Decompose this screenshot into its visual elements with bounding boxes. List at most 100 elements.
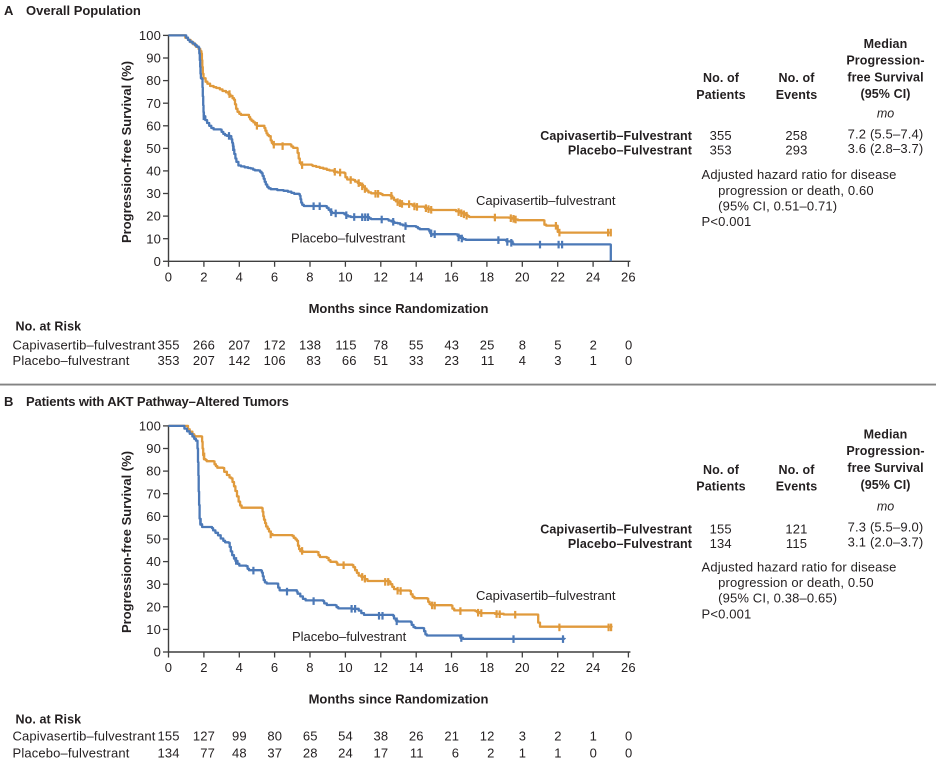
svg-text:P<0.001: P<0.001 [702,214,752,229]
svg-text:0: 0 [154,645,161,660]
svg-text:Progression-free Survival (%): Progression-free Survival (%) [119,451,134,633]
svg-text:0: 0 [625,353,632,368]
svg-text:1: 1 [590,353,597,368]
svg-text:23: 23 [444,353,459,368]
svg-text:No. of: No. of [703,71,740,85]
svg-text:134: 134 [710,536,732,551]
svg-text:18: 18 [480,270,495,285]
svg-text:37: 37 [267,746,282,761]
svg-text:8: 8 [519,337,526,352]
svg-text:24: 24 [586,660,601,675]
svg-text:3: 3 [554,353,561,368]
svg-text:54: 54 [338,728,353,743]
svg-text:30: 30 [146,577,161,592]
svg-text:80: 80 [267,728,282,743]
svg-text:12: 12 [373,660,388,675]
svg-text:121: 121 [785,521,807,536]
svg-text:6: 6 [271,270,278,285]
svg-text:3.1 (2.0–3.7): 3.1 (2.0–3.7) [848,534,924,549]
svg-text:8: 8 [306,270,313,285]
svg-text:Overall Population: Overall Population [26,3,141,18]
svg-text:11: 11 [410,746,424,761]
svg-text:40: 40 [146,554,161,569]
svg-text:38: 38 [374,728,389,743]
svg-text:7.3 (5.5–9.0): 7.3 (5.5–9.0) [848,520,924,535]
svg-text:0: 0 [165,270,172,285]
svg-text:B: B [4,394,13,409]
svg-text:50: 50 [146,532,161,547]
svg-text:4: 4 [236,660,243,675]
svg-text:258: 258 [785,128,807,143]
svg-text:free Survival: free Survival [847,461,923,475]
svg-text:No. at Risk: No. at Risk [16,320,82,334]
svg-text:0: 0 [625,746,632,761]
svg-text:134: 134 [158,746,180,761]
svg-text:2: 2 [200,660,207,675]
svg-text:66: 66 [342,353,357,368]
svg-text:Capivasertib–fulvestrant: Capivasertib–fulvestrant [476,193,616,208]
svg-text:(95% CI, 0.51–0.71): (95% CI, 0.51–0.71) [718,198,837,213]
svg-text:2: 2 [200,270,207,285]
svg-text:26: 26 [621,660,636,675]
svg-text:115: 115 [335,337,356,352]
svg-text:90: 90 [146,51,161,66]
svg-text:207: 207 [193,353,215,368]
svg-text:Median: Median [864,37,908,51]
svg-text:65: 65 [303,728,318,743]
svg-text:0: 0 [590,746,597,761]
svg-text:16: 16 [444,270,459,285]
svg-text:26: 26 [621,270,636,285]
svg-text:4: 4 [519,353,526,368]
svg-text:138: 138 [299,337,321,352]
svg-text:26: 26 [409,728,424,743]
svg-text:Placebo–Fulvestrant: Placebo–Fulvestrant [568,144,693,158]
svg-text:21: 21 [444,728,459,743]
svg-text:Capivasertib–fulvestrant: Capivasertib–fulvestrant [13,728,156,743]
svg-text:Progression-: Progression- [846,54,924,68]
svg-text:Events: Events [776,480,818,494]
svg-text:5: 5 [554,337,561,352]
svg-text:80: 80 [146,464,161,479]
svg-text:0: 0 [625,728,632,743]
svg-text:83: 83 [306,353,321,368]
svg-text:33: 33 [409,353,424,368]
svg-text:progression or death, 0.50: progression or death, 0.50 [718,575,874,590]
svg-text:293: 293 [785,143,807,158]
svg-text:60: 60 [146,509,161,524]
svg-text:0: 0 [625,337,632,352]
svg-text:20: 20 [146,209,161,224]
svg-text:Months since Randomization: Months since Randomization [309,301,489,316]
svg-text:207: 207 [228,337,250,352]
svg-text:24: 24 [338,746,353,761]
svg-text:28: 28 [303,746,318,761]
svg-text:6: 6 [271,660,278,675]
svg-text:3.6 (2.8–3.7): 3.6 (2.8–3.7) [848,141,924,156]
svg-text:50: 50 [146,141,161,156]
svg-text:40: 40 [146,164,161,179]
svg-text:8: 8 [306,660,313,675]
svg-text:17: 17 [374,746,389,761]
svg-text:10: 10 [146,231,161,246]
svg-text:2: 2 [487,746,494,761]
svg-text:22: 22 [550,660,565,675]
svg-text:14: 14 [409,270,424,285]
svg-text:43: 43 [444,337,459,352]
svg-text:A: A [4,3,14,18]
svg-text:100: 100 [139,419,161,434]
svg-text:353: 353 [158,353,180,368]
svg-text:1: 1 [590,728,597,743]
svg-text:10: 10 [338,270,353,285]
svg-text:0: 0 [165,660,172,675]
svg-text:(95% CI): (95% CI) [860,478,910,492]
svg-text:Capivasertib–Fulvestrant: Capivasertib–Fulvestrant [540,129,692,143]
svg-text:Events: Events [776,88,818,102]
svg-text:142: 142 [228,353,250,368]
svg-text:mo: mo [877,500,894,514]
svg-text:12: 12 [480,728,495,743]
svg-text:155: 155 [158,728,180,743]
svg-text:(95% CI): (95% CI) [860,87,910,101]
svg-text:10: 10 [146,622,161,637]
svg-text:(95% CI, 0.38–0.65): (95% CI, 0.38–0.65) [718,591,837,606]
svg-text:Capivasertib–Fulvestrant: Capivasertib–Fulvestrant [540,522,692,536]
svg-text:16: 16 [444,660,459,675]
